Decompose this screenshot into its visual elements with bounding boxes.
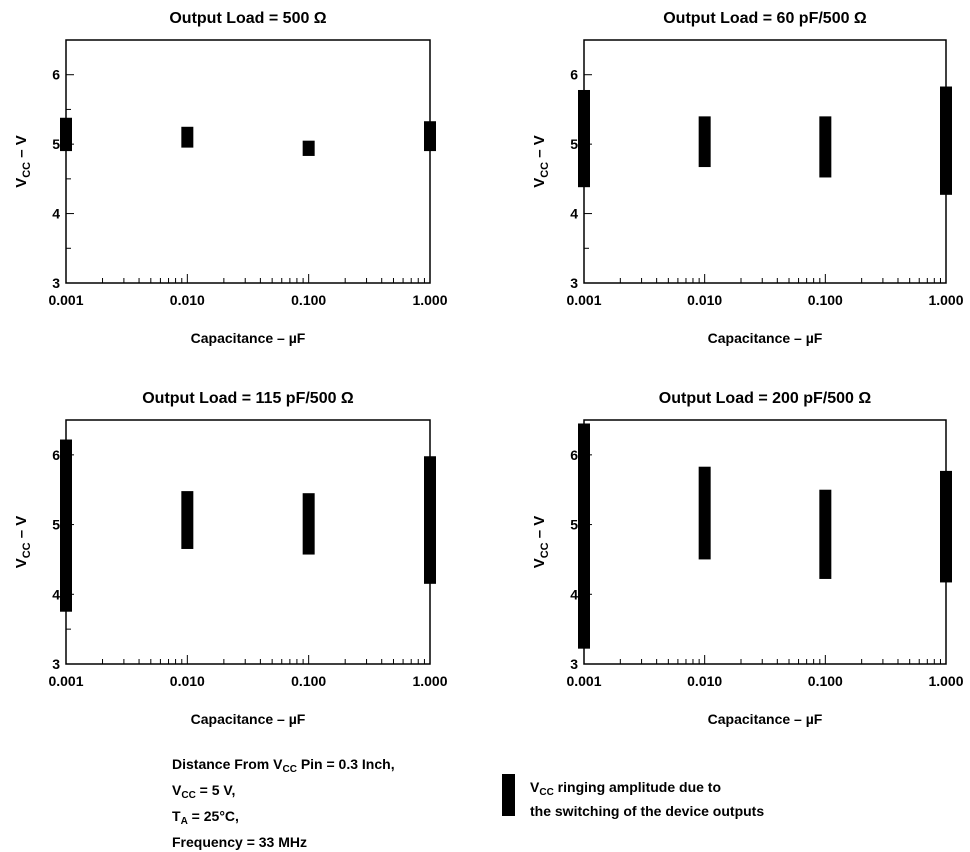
y-tick-label: 6: [570, 67, 578, 83]
y-axis-label: VCC – V: [531, 135, 551, 188]
x-tick-label: 0.100: [808, 673, 843, 689]
chart-figure: Output Load = 500 Ω 3 4 5 6 0.001 0.010 0.100 1.…: [13, 10, 964, 727]
x-axis-label: Capacitance – µF: [191, 330, 306, 346]
condition-vcc: VCC = 5 V,: [172, 782, 236, 801]
chart-panel-4: Output Load = 200 pF/500 Ω 3 4 5 6 0.001 0.010…: [531, 390, 964, 727]
ringing-bar-1: [60, 439, 72, 612]
y-tick-label: 5: [570, 517, 578, 533]
x-tick-label: 0.001: [48, 292, 83, 308]
y-tick-label: 4: [570, 586, 578, 602]
ringing-bar-1: [578, 89, 590, 188]
x-tick-label: 0.001: [566, 673, 601, 689]
y-tick-label: 3: [52, 656, 60, 672]
x-tick-label: 0.010: [170, 673, 205, 689]
x-tick-label: 0.100: [291, 673, 326, 689]
y-tick-label: 6: [52, 447, 60, 463]
plot-frame: [583, 39, 947, 284]
y-tick-label: 4: [52, 586, 60, 602]
ringing-bar-1: [578, 423, 590, 649]
y-axis-label: VCC – V: [531, 516, 551, 569]
y-tick-label: 3: [52, 275, 60, 291]
legend-swatch: [502, 774, 515, 816]
x-tick-label: 0.001: [566, 292, 601, 308]
chart-title: Output Load = 500 Ω: [169, 10, 326, 27]
chart-panel-3: Output Load = 115 pF/500 Ω 3 4 5 6 0.001 0.010…: [13, 390, 448, 727]
x-tick-label: 0.100: [291, 292, 326, 308]
legend-label: VCC ringing amplitude due to the switchi…: [530, 779, 765, 819]
x-tick-label: 0.001: [48, 673, 83, 689]
x-tick-label: 1.000: [412, 292, 447, 308]
x-tick-label: 1.000: [928, 673, 963, 689]
y-axis-label: VCC – V: [13, 516, 33, 569]
chart-title: Output Load = 60 pF/500 Ω: [663, 10, 867, 27]
x-tick-label: 0.010: [170, 292, 205, 308]
plot-frame: [65, 39, 431, 284]
ringing-bar-4: [424, 456, 436, 584]
test-conditions: Distance From VCC Pin = 0.3 Inch, VCC = …: [172, 754, 395, 852]
y-tick-label: 6: [570, 447, 578, 463]
ringing-bar-2: [698, 116, 711, 168]
y-tick-label: 5: [570, 136, 578, 152]
ringing-bar-2: [181, 126, 194, 148]
chart-title: Output Load = 115 pF/500 Ω: [142, 390, 354, 407]
ringing-bar-3: [819, 489, 832, 579]
ringing-bar-3: [302, 140, 315, 156]
ringing-bar-3: [302, 493, 315, 555]
chart-panel-1: Output Load = 500 Ω 3 4 5 6 0.001 0.010 0.100 1.…: [13, 10, 448, 346]
x-tick-label: 0.100: [808, 292, 843, 308]
x-axis-label: Capacitance – µF: [708, 330, 823, 346]
x-tick-label: 0.010: [687, 292, 722, 308]
ringing-bar-4: [424, 121, 436, 152]
y-tick-label: 3: [570, 656, 578, 672]
ringing-bar-4: [940, 470, 952, 583]
plot-frame: [583, 419, 947, 665]
chart-panel-2: Output Load = 60 pF/500 Ω 3 4 5 6 0.001 0.010 0…: [531, 10, 964, 346]
y-tick-label: 5: [52, 517, 60, 533]
y-tick-label: 4: [52, 206, 60, 222]
y-tick-label: 4: [570, 206, 578, 222]
ringing-bar-1: [60, 117, 72, 152]
ringing-bar-2: [698, 466, 711, 560]
x-tick-label: 1.000: [412, 673, 447, 689]
x-axis-label: Capacitance – µF: [708, 711, 823, 727]
y-axis-label: VCC – V: [13, 135, 33, 188]
ringing-bar-4: [940, 86, 952, 195]
y-tick-label: 5: [52, 136, 60, 152]
y-tick-label: 6: [52, 67, 60, 83]
x-tick-label: 1.000: [928, 292, 963, 308]
x-axis-label: Capacitance – µF: [191, 711, 306, 727]
x-tick-label: 0.010: [687, 673, 722, 689]
y-tick-label: 3: [570, 275, 578, 291]
condition-frequency: Frequency = 33 MHz: [172, 834, 307, 850]
condition-distance: Distance From VCC Pin = 0.3 Inch,: [172, 756, 395, 775]
plot-frame: [65, 419, 431, 665]
ringing-bar-2: [181, 491, 194, 549]
ringing-bar-3: [819, 116, 832, 178]
chart-title: Output Load = 200 pF/500 Ω: [659, 390, 872, 407]
condition-temperature: TA = 25°C,: [172, 808, 239, 827]
